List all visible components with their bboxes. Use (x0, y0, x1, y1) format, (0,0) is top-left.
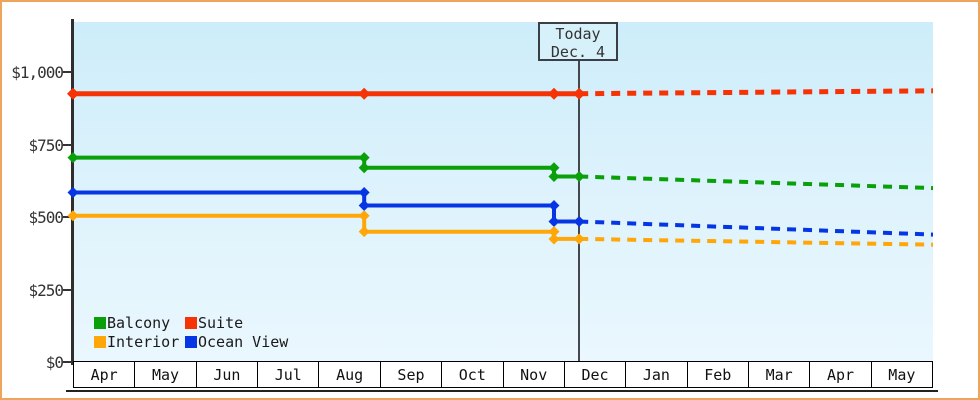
month-cell-apr: Apr (73, 361, 136, 388)
price-point-marker (67, 87, 79, 100)
month-cell-apr: Apr (809, 361, 872, 388)
x-axis-underline (66, 390, 938, 392)
legend-label: Suite (198, 313, 244, 332)
legend-row: Balcony Suite (94, 313, 288, 332)
legend-row: Interior Ocean View (94, 332, 288, 351)
today-label: Today (555, 25, 601, 43)
month-cell-may: May (870, 361, 934, 388)
y-tick-mark (63, 361, 72, 364)
legend-item-balcony: Balcony (94, 314, 185, 332)
forecast-line-interior (579, 236, 934, 247)
legend-swatch (185, 316, 197, 329)
price-point-marker (548, 233, 560, 245)
y-tick-label: $500 (28, 208, 64, 228)
y-tick-label: $750 (28, 135, 64, 155)
price-point-marker (67, 152, 79, 164)
legend: Balcony Suite Interior Ocean View (94, 313, 288, 351)
price-point-marker (358, 152, 370, 164)
price-point-marker (358, 162, 370, 174)
price-point-marker (573, 233, 585, 245)
price-point-marker (358, 200, 370, 212)
y-tick-label: $250 (28, 280, 64, 300)
y-tick-mark (63, 143, 72, 146)
legend-item-interior: Interior (94, 333, 185, 351)
legend-label: Interior (107, 332, 180, 351)
legend-label: Ocean View (198, 332, 289, 351)
price-point-marker (548, 226, 560, 238)
price-point-marker (548, 162, 560, 174)
y-tick-mark (63, 216, 72, 219)
month-cell-sep: Sep (379, 361, 443, 388)
price-point-marker (548, 170, 560, 182)
legend-item-suite: Suite (185, 314, 243, 332)
legend-swatch (94, 335, 106, 348)
y-tick-mark (63, 70, 72, 73)
month-cell-mar: Mar (747, 361, 811, 388)
price-point-marker (67, 210, 79, 222)
y-tick-label: $0 (45, 353, 64, 373)
forecast-line-balcony (579, 174, 934, 191)
y-tick-label: $1,000 (11, 62, 64, 82)
forecast-line-suite (579, 88, 934, 97)
month-cell-aug: Aug (318, 361, 381, 388)
price-point-marker (358, 186, 370, 198)
price-point-marker (548, 200, 560, 212)
price-point-marker (358, 87, 371, 100)
price-line-balcony (73, 155, 580, 179)
price-point-marker (67, 186, 79, 198)
price-point-marker (358, 226, 370, 238)
month-cell-dec: Dec (563, 361, 627, 388)
month-cell-oct: Oct (441, 361, 504, 388)
month-cell-jul: Jul (257, 361, 320, 388)
price-point-marker (573, 87, 586, 100)
x-axis-month-row: Apr May Jun Jul Aug Sep Oct Nov Dec Jan Feb Mar Apr M… (73, 361, 934, 388)
price-point-marker (573, 170, 585, 182)
month-cell-nov: Nov (502, 361, 565, 388)
legend-swatch (185, 335, 197, 348)
legend-item-ocean-view: Ocean View (185, 333, 288, 351)
month-cell-jun: Jun (195, 361, 259, 388)
price-point-marker (573, 216, 585, 228)
month-cell-may: May (134, 361, 197, 388)
forecast-line-ocean-view (579, 219, 934, 237)
legend-swatch (94, 316, 106, 329)
price-point-marker (548, 216, 560, 228)
y-tick-mark (63, 288, 72, 291)
today-annotation-box: Today Dec. 4 (538, 22, 618, 61)
price-point-marker (358, 210, 370, 222)
month-cell-feb: Feb (686, 361, 749, 388)
today-vertical-line (578, 60, 580, 361)
price-point-marker (547, 87, 560, 100)
month-cell-jan: Jan (625, 361, 688, 388)
today-date-label: Dec. 4 (550, 43, 606, 61)
legend-label: Balcony (107, 313, 171, 332)
price-line-interior (73, 213, 580, 241)
